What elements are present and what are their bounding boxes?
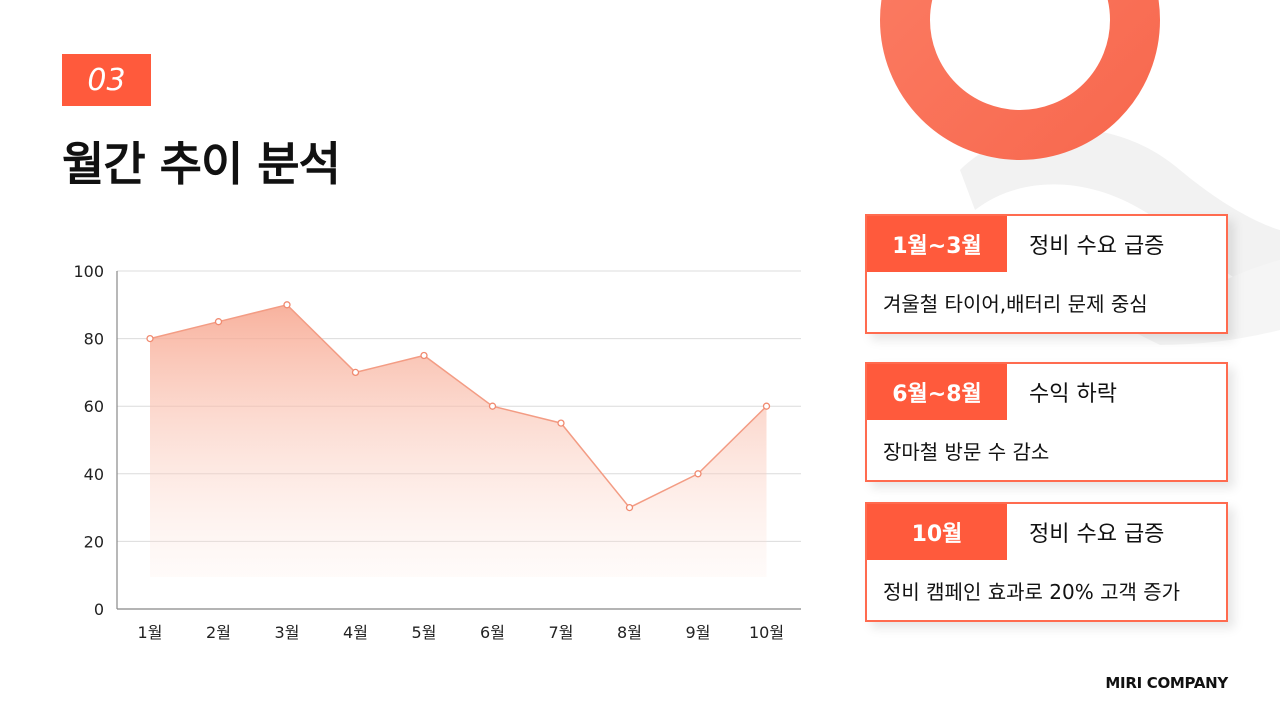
insight-card-1: 1월~3월 정비 수요 급증 겨울철 타이어,배터리 문제 중심 <box>865 214 1228 334</box>
data-point <box>625 503 634 512</box>
y-tick-label: 100 <box>73 262 104 281</box>
card-title: 정비 수요 급증 <box>1029 522 1165 547</box>
page-title: 월간 추이 분석 <box>62 137 341 191</box>
x-tick-label: 5월 <box>412 623 437 642</box>
card-description: 겨울철 타이어,배터리 문제 중심 <box>883 291 1148 316</box>
x-tick-label: 3월 <box>275 623 300 642</box>
x-tick-label: 8월 <box>617 623 642 642</box>
monthly-trend-chart: 0 20 40 60 80 100 1월 2월 3월 4월 5월 6월 7월 8월 9월 10월 <box>73 262 801 642</box>
ring-shape <box>880 0 1160 160</box>
y-tick-label: 0 <box>94 600 104 619</box>
y-tick-label: 60 <box>84 397 104 416</box>
y-tick-label: 80 <box>84 330 104 349</box>
x-tick-label: 7월 <box>549 623 574 642</box>
x-tick-label: 4월 <box>343 623 368 642</box>
card-description: 정비 캠페인 효과로 20% 고객 증가 <box>883 579 1181 604</box>
data-point <box>557 419 565 427</box>
insight-card-2: 6월~8월 수익 하락 장마철 방문 수 감소 <box>865 362 1228 482</box>
data-point <box>351 368 360 377</box>
card-period-badge: 6월~8월 <box>867 364 1007 420</box>
data-point <box>488 402 497 410</box>
data-point <box>283 301 291 309</box>
area-fill <box>150 304 767 577</box>
brand-name: MIRI COMPANY <box>1105 674 1228 692</box>
card-period-badge: 10월 <box>867 504 1007 560</box>
data-point <box>214 318 223 326</box>
data-point <box>420 351 428 360</box>
data-point <box>694 470 702 478</box>
series-line <box>149 303 768 509</box>
insight-card-3: 10월 정비 수요 급증 정비 캠페인 효과로 20% 고객 증가 <box>865 502 1228 622</box>
x-tick-label: 1월 <box>138 623 163 642</box>
card-title: 정비 수요 급증 <box>1029 234 1165 259</box>
card-title: 수익 하락 <box>1029 382 1117 407</box>
x-tick-label: 9월 <box>686 623 711 642</box>
y-tick-label: 40 <box>84 465 104 484</box>
data-point <box>146 334 154 343</box>
x-tick-label: 2월 <box>206 623 231 642</box>
y-tick-label: 20 <box>84 532 104 551</box>
x-tick-label: 6월 <box>480 623 505 642</box>
card-period-badge: 1월~3월 <box>867 216 1007 272</box>
card-description: 장마철 방문 수 감소 <box>883 439 1050 464</box>
x-tick-label: 10월 <box>749 623 784 642</box>
data-point <box>762 402 771 410</box>
section-number-badge: 03 <box>62 54 151 106</box>
